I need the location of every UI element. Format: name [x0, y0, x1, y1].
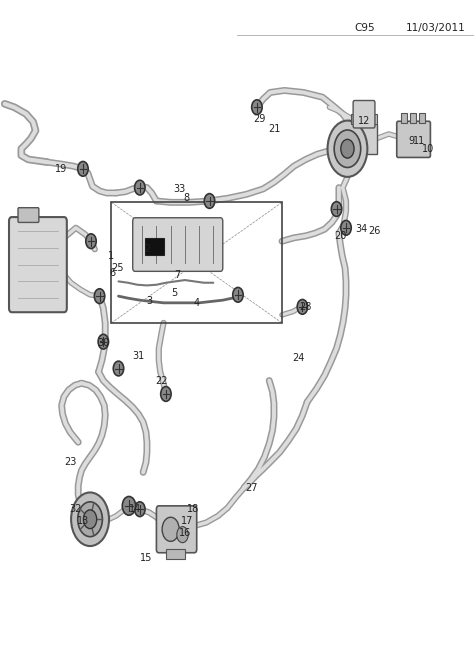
Text: 9: 9 — [408, 136, 414, 145]
Bar — [419, 113, 425, 123]
Text: 17: 17 — [181, 517, 193, 526]
FancyBboxPatch shape — [397, 121, 430, 157]
Text: 21: 21 — [268, 124, 280, 133]
Bar — [166, 549, 185, 559]
Circle shape — [122, 496, 136, 515]
Text: 31: 31 — [132, 352, 145, 361]
Circle shape — [113, 361, 124, 376]
Text: 25: 25 — [111, 263, 124, 273]
Bar — [410, 113, 416, 123]
Text: 20: 20 — [334, 231, 346, 241]
Text: 30: 30 — [97, 338, 109, 348]
Circle shape — [135, 502, 145, 517]
Circle shape — [341, 220, 351, 235]
Text: 13: 13 — [77, 517, 89, 526]
Text: 11: 11 — [413, 136, 426, 145]
Text: 6: 6 — [110, 269, 116, 278]
Text: 29: 29 — [254, 115, 266, 124]
Circle shape — [135, 180, 145, 195]
Circle shape — [94, 289, 105, 304]
Text: C95: C95 — [355, 23, 375, 33]
Text: 11/03/2011: 11/03/2011 — [406, 23, 466, 33]
Text: 14: 14 — [129, 505, 141, 514]
Text: 5: 5 — [171, 289, 178, 298]
Text: 34: 34 — [355, 224, 367, 234]
Text: 19: 19 — [55, 164, 67, 174]
Circle shape — [78, 161, 88, 176]
FancyBboxPatch shape — [156, 506, 197, 553]
Text: 22: 22 — [155, 376, 167, 385]
Circle shape — [297, 299, 308, 314]
Text: 8: 8 — [183, 193, 189, 202]
Bar — [111, 202, 282, 323]
Circle shape — [252, 100, 262, 115]
Text: 27: 27 — [245, 483, 257, 492]
Circle shape — [71, 492, 109, 546]
Bar — [351, 114, 377, 124]
Circle shape — [331, 202, 342, 216]
Text: 2: 2 — [144, 245, 150, 254]
Bar — [351, 124, 377, 154]
Text: 33: 33 — [173, 184, 185, 194]
Text: 10: 10 — [422, 144, 434, 153]
Circle shape — [233, 287, 243, 302]
Circle shape — [177, 527, 188, 543]
Text: 12: 12 — [358, 116, 370, 125]
FancyBboxPatch shape — [133, 218, 223, 271]
Circle shape — [341, 139, 354, 158]
Bar — [145, 238, 164, 255]
Circle shape — [334, 130, 361, 168]
Text: 4: 4 — [194, 298, 200, 308]
Circle shape — [98, 334, 109, 349]
Text: 24: 24 — [292, 354, 305, 363]
Text: 32: 32 — [70, 505, 82, 514]
Text: 18: 18 — [187, 505, 200, 514]
Circle shape — [328, 121, 367, 177]
Text: 7: 7 — [174, 270, 181, 279]
Circle shape — [204, 194, 215, 208]
Circle shape — [161, 387, 171, 401]
Text: 28: 28 — [300, 302, 312, 312]
Text: 26: 26 — [368, 226, 381, 236]
Text: 1: 1 — [109, 251, 114, 261]
Circle shape — [86, 234, 96, 249]
Bar — [401, 113, 407, 123]
Circle shape — [78, 502, 102, 537]
FancyBboxPatch shape — [9, 217, 67, 312]
Circle shape — [83, 510, 97, 529]
FancyBboxPatch shape — [353, 100, 375, 128]
FancyBboxPatch shape — [18, 208, 39, 222]
Text: 23: 23 — [64, 458, 76, 467]
Text: 3: 3 — [146, 297, 152, 306]
Text: 16: 16 — [179, 528, 191, 537]
Text: 15: 15 — [140, 553, 152, 563]
Circle shape — [162, 517, 179, 541]
